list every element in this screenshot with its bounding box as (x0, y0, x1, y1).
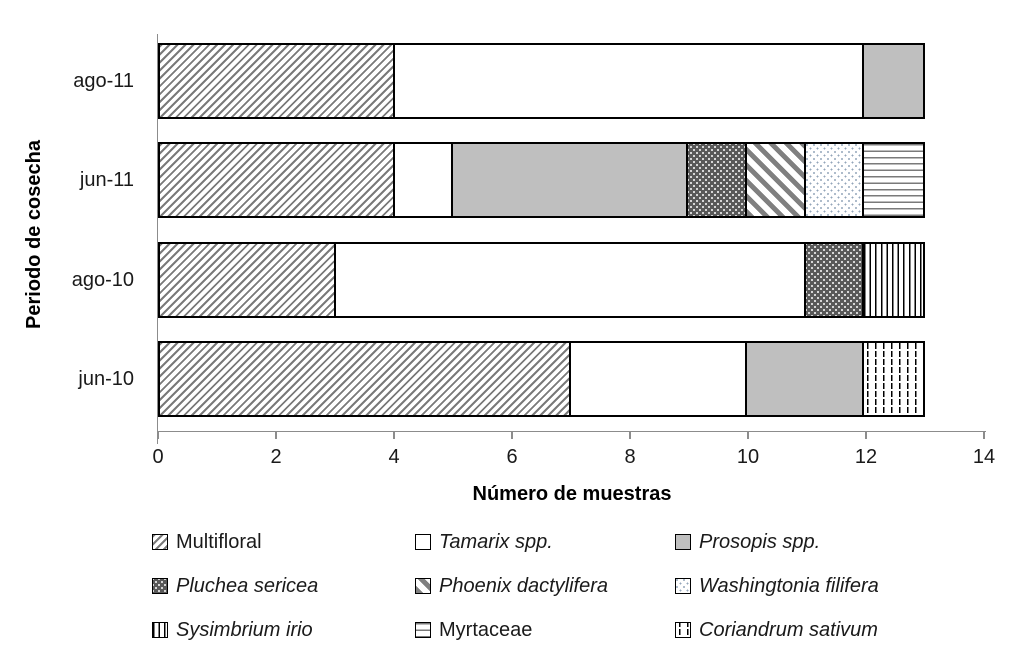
y-axis-line (156, 34, 158, 444)
legend-item-tamarix: Tamarix spp. (415, 531, 675, 553)
category-band-ago-11 (158, 36, 984, 135)
y-axis-labels: ago-11 jun-11 ago-10 jun-10 (0, 36, 146, 433)
legend-item-myrtaceae: Myrtaceae (415, 619, 675, 641)
segment-jun-11-phoenix (746, 144, 806, 217)
x-tick-6 (511, 432, 513, 439)
x-tick-10 (747, 432, 749, 439)
category-band-ago-10 (158, 235, 984, 334)
segment-ago-10-pluchea (805, 243, 865, 316)
x-tick-2 (275, 432, 277, 439)
legend-swatch-washingtonia (675, 578, 691, 594)
x-tick-label-14: 14 (972, 446, 996, 468)
segment-ago-11-prosopis (864, 45, 923, 117)
bar-ago-10 (158, 241, 925, 318)
segment-jun-10-tamarix (570, 342, 747, 415)
category-band-jun-10 (158, 334, 984, 433)
bar-ago-11 (158, 43, 925, 119)
x-tick-label-6: 6 (506, 446, 518, 468)
category-label-jun-11: jun-11 (79, 169, 134, 192)
legend-item-phoenix: Phoenix dactylifera (415, 575, 675, 597)
x-tick-label-10: 10 (736, 446, 760, 468)
legend-label-sysimbrium: Sysimbrium irio (176, 618, 313, 641)
legend-item-sysimbrium: Sysimbrium irio (152, 619, 415, 641)
legend-label-pluchea: Pluchea sericea (176, 574, 319, 597)
category-label-ago-10: ago-10 (71, 268, 134, 291)
legend-item-prosopis: Prosopis spp. (675, 531, 992, 553)
legend-label-coriandrum: Coriandrum sativum (699, 618, 878, 641)
segment-jun-11-tamarix (394, 144, 454, 217)
x-axis-title: Número de muestras (472, 483, 672, 505)
x-tick-14 (983, 432, 985, 439)
segment-ago-10-multifloral (160, 243, 337, 316)
segment-jun-11-prosopis (453, 144, 689, 217)
legend-swatch-phoenix (415, 578, 431, 594)
segment-ago-10-sysimbrium (864, 243, 923, 316)
legend-label-prosopis: Prosopis spp. (699, 530, 821, 553)
bar-jun-10 (158, 340, 925, 417)
plot-area (158, 36, 984, 433)
legend-item-pluchea: Pluchea sericea (152, 575, 415, 597)
segment-jun-11-myrtaceae (864, 144, 923, 217)
x-tick-4 (393, 432, 395, 439)
category-label-ago-11: ago-11 (73, 70, 134, 93)
legend-item-washingtonia: Washingtonia filifera (675, 575, 992, 597)
x-tick-label-8: 8 (624, 446, 636, 468)
x-tick-label-2: 2 (270, 446, 282, 468)
legend-label-washingtonia: Washingtonia filifera (699, 574, 879, 597)
x-tick-8 (629, 432, 631, 439)
x-tick-label-4: 4 (388, 446, 400, 468)
legend-label-myrtaceae: Myrtaceae (439, 618, 533, 641)
legend: Multifloral Tamarix spp. Prosopis spp. Pluc… (152, 531, 992, 641)
legend-swatch-prosopis (675, 534, 691, 550)
segment-jun-10-coriandrum (864, 342, 923, 415)
bar-jun-11 (158, 142, 925, 219)
segment-jun-11-pluchea (688, 144, 747, 217)
legend-swatch-pluchea (152, 578, 168, 594)
x-tick-12 (865, 432, 867, 439)
category-label-jun-10: jun-10 (78, 367, 134, 390)
x-tick-label-12: 12 (854, 446, 878, 468)
x-axis: 0 2 4 6 8 10 12 14 (152, 431, 995, 471)
x-tick-label-0: 0 (152, 446, 164, 468)
segment-jun-11-washingtonia (805, 144, 865, 217)
segment-ago-11-tamarix (394, 45, 865, 117)
segment-ago-11-multifloral (160, 45, 395, 117)
segment-jun-10-multifloral (160, 342, 571, 415)
legend-swatch-multifloral (152, 534, 168, 550)
legend-swatch-tamarix (415, 534, 431, 550)
legend-swatch-coriandrum (675, 622, 691, 638)
legend-label-multifloral: Multifloral (176, 530, 262, 553)
segment-ago-10-tamarix (336, 243, 806, 316)
x-tick-0 (157, 432, 159, 439)
legend-item-multifloral: Multifloral (152, 531, 415, 553)
segment-jun-10-prosopis (746, 342, 865, 415)
legend-swatch-sysimbrium (152, 622, 168, 638)
legend-label-tamarix: Tamarix spp. (439, 530, 553, 553)
legend-item-coriandrum: Coriandrum sativum (675, 619, 992, 641)
segment-jun-11-multifloral (160, 144, 395, 217)
category-band-jun-11 (158, 135, 984, 234)
legend-swatch-myrtaceae (415, 622, 431, 638)
legend-label-phoenix: Phoenix dactylifera (439, 574, 608, 597)
